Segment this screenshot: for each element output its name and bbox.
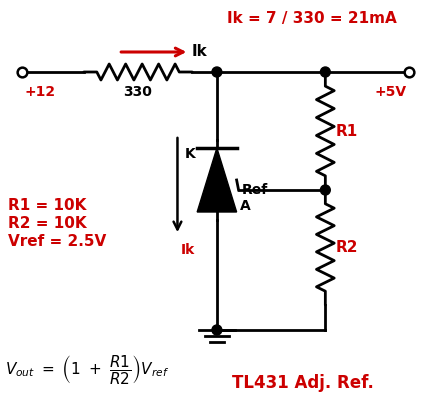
Text: K: K (184, 147, 195, 161)
Text: R2 = 10K: R2 = 10K (8, 215, 86, 231)
Text: 330: 330 (123, 85, 153, 99)
Text: Ik = 7 / 330 = 21mA: Ik = 7 / 330 = 21mA (227, 10, 396, 26)
Text: +5V: +5V (374, 85, 406, 99)
Text: A: A (239, 199, 250, 213)
Text: TL431 Adj. Ref.: TL431 Adj. Ref. (232, 374, 374, 392)
Text: R2: R2 (335, 240, 358, 255)
Circle shape (212, 325, 222, 335)
Polygon shape (197, 148, 237, 212)
Text: $V_{out}\ =\ \left(1\ +\ \dfrac{R1}{R2}\right)V_{ref}$: $V_{out}\ =\ \left(1\ +\ \dfrac{R1}{R2}\… (5, 354, 169, 387)
Circle shape (321, 67, 330, 77)
Text: Vref = 2.5V: Vref = 2.5V (8, 233, 106, 249)
Text: Ref: Ref (242, 183, 268, 197)
Circle shape (321, 185, 330, 195)
Text: +12: +12 (25, 85, 56, 99)
Text: Ik: Ik (191, 45, 207, 59)
Text: R1: R1 (335, 124, 358, 138)
Circle shape (212, 67, 222, 77)
Text: R1 = 10K: R1 = 10K (8, 198, 86, 213)
Text: Ik: Ik (180, 243, 194, 257)
